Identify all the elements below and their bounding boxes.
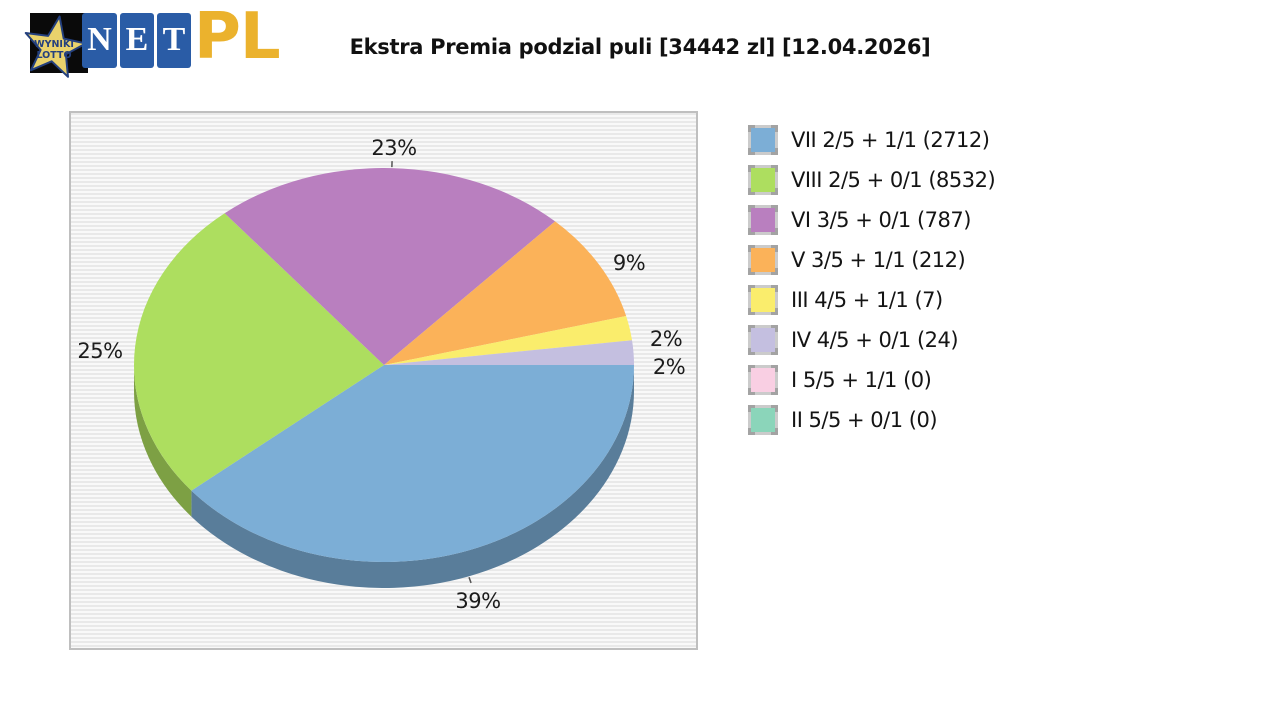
legend-swatch <box>748 325 778 355</box>
pie-percent-label: 23% <box>371 136 416 160</box>
pie-chart: 39% 25% 23% 9% 2% 2% <box>77 136 685 613</box>
legend: VII 2/5 + 1/1 (2712) VIII 2/5 + 0/1 (853… <box>748 120 996 440</box>
pie-percent-label: 2% <box>653 355 685 379</box>
pie-slice <box>384 340 634 365</box>
pie-percent-label: 25% <box>77 339 122 363</box>
pie-slice <box>133 213 384 491</box>
pie-percent-label: 2% <box>650 327 682 351</box>
chart-panel: 39% 25% 23% 9% 2% 2% <box>69 111 698 650</box>
legend-label: VI 3/5 + 0/1 (787) <box>791 208 971 232</box>
legend-label: VIII 2/5 + 0/1 (8532) <box>791 168 996 192</box>
legend-label: III 4/5 + 1/1 (7) <box>791 288 943 312</box>
legend-item: IV 4/5 + 0/1 (24) <box>748 320 995 360</box>
lotto-star-icon: WYNIKI LOTTO <box>24 15 87 78</box>
pie-percent-label: 9% <box>613 251 645 275</box>
legend-swatch <box>748 285 778 315</box>
legend-label: IV 4/5 + 0/1 (24) <box>791 328 959 352</box>
pie-slice <box>384 221 627 365</box>
legend-item: II 5/5 + 0/1 (0) <box>748 400 995 440</box>
legend-item: VIII 2/5 + 0/1 (8532) <box>748 160 996 200</box>
pie-slice <box>224 167 556 365</box>
legend-swatch <box>748 125 778 155</box>
legend-swatch <box>748 205 778 235</box>
legend-item: VII 2/5 + 1/1 (2712) <box>748 120 995 160</box>
logo-letter-t: T <box>157 13 191 68</box>
legend-swatch <box>748 365 778 395</box>
legend-item: VI 3/5 + 0/1 (787) <box>748 200 995 240</box>
legend-item: III 4/5 + 1/1 (7) <box>748 280 995 320</box>
legend-item: I 5/5 + 1/1 (0) <box>748 360 995 400</box>
legend-item: V 3/5 + 1/1 (212) <box>748 240 995 280</box>
label-tick <box>468 577 472 584</box>
star-text-line1: WYNIKI <box>34 39 74 50</box>
pie-slice-side <box>191 365 634 588</box>
logo-letter-n: N <box>82 13 117 68</box>
logo-letter-e: E <box>120 13 154 68</box>
legend-swatch <box>748 245 778 275</box>
pie-slice <box>384 316 633 365</box>
legend-label: II 5/5 + 0/1 (0) <box>791 408 938 432</box>
legend-label: V 3/5 + 1/1 (212) <box>791 248 966 272</box>
legend-label: VII 2/5 + 1/1 (2712) <box>791 128 990 152</box>
site-logo[interactable]: WYNIKI LOTTO N E T PL <box>10 0 281 84</box>
star-text-line2: LOTTO <box>36 50 71 61</box>
logo-pl-text: PL <box>194 0 281 74</box>
star-shape <box>24 15 87 78</box>
pie-slice <box>191 365 634 562</box>
pie-percent-label: 39% <box>455 589 500 613</box>
pie-slice-side <box>134 365 192 517</box>
legend-swatch <box>748 405 778 435</box>
legend-label: I 5/5 + 1/1 (0) <box>791 368 932 392</box>
legend-swatch <box>748 165 778 195</box>
chart-title: Ekstra Premia podzial puli [34442 zl] [1… <box>349 35 931 59</box>
